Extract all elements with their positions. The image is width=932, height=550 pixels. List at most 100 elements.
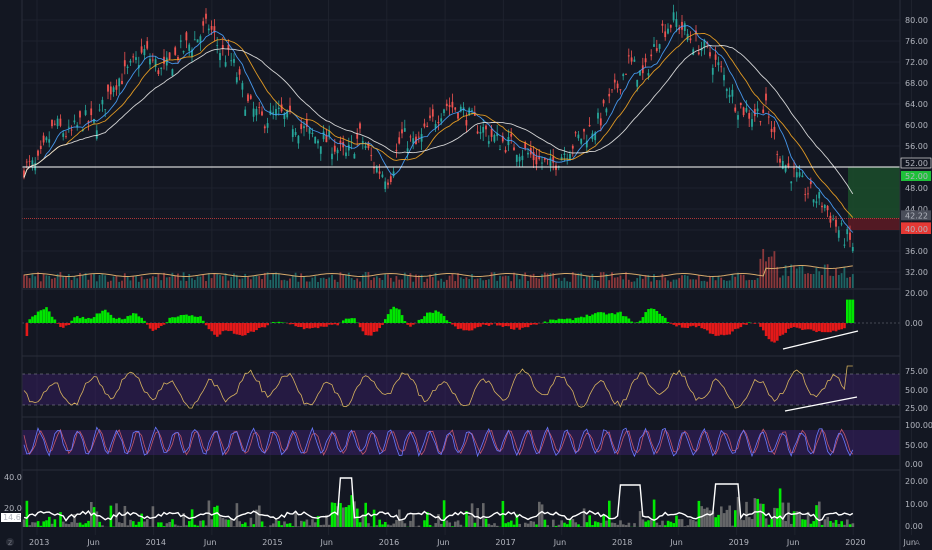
volume-bar — [65, 276, 67, 288]
volume-bar — [485, 280, 487, 288]
vix-hist-bar — [115, 503, 118, 527]
candle-body — [286, 109, 289, 118]
volume-bar — [182, 272, 185, 288]
vix-hist-bar — [168, 521, 171, 527]
stoch-pane[interactable] — [22, 426, 900, 458]
macd-bar — [843, 323, 846, 329]
volume-bar — [706, 281, 709, 288]
volume-bar — [580, 272, 583, 288]
vix-hist-bar — [678, 519, 681, 527]
vix-hist-bar — [448, 522, 451, 527]
candle-body — [577, 134, 580, 139]
candle-body — [541, 162, 543, 164]
candle-body — [23, 170, 25, 178]
candle-body — [230, 60, 233, 62]
volume-bar — [849, 276, 851, 288]
vix-hist-bar — [622, 524, 625, 527]
macd-bar — [608, 313, 611, 323]
candle-body — [294, 132, 297, 135]
volume-bar — [325, 278, 328, 288]
vix-hist-bar — [134, 524, 138, 527]
volume-bar — [224, 273, 227, 288]
vix-hist-bar — [258, 505, 261, 527]
candle-body — [784, 164, 787, 172]
volume-bar — [406, 276, 409, 288]
macd-bar — [616, 312, 619, 323]
macd-bar — [440, 313, 443, 323]
vix-hist-bar — [179, 525, 183, 527]
macd-bar — [605, 314, 608, 323]
candle-body — [193, 39, 196, 41]
vix-left-tag: 14.6 — [3, 513, 21, 522]
macd-bar — [179, 315, 183, 323]
candle-body — [636, 79, 639, 87]
volume-bar — [252, 275, 255, 288]
candle-body — [742, 107, 745, 116]
volume-bar — [28, 278, 31, 288]
macd-bar — [148, 323, 152, 329]
price-tick-label: 80.00 — [905, 16, 928, 25]
macd-bar — [456, 323, 460, 330]
candle-body — [353, 153, 356, 159]
candle-body — [151, 59, 154, 61]
candle-body — [440, 118, 443, 122]
volume-bar — [233, 273, 235, 288]
macd-bar — [112, 317, 115, 323]
macd-bar — [134, 313, 138, 323]
candle-body — [345, 152, 347, 157]
time-axis: 2013 Jun 2014 Jun 2015 Jun 2016 Jun 2017 Jun 2018 J… — [29, 538, 916, 547]
auto-scale-icon[interactable]: A — [915, 539, 920, 547]
macd-bar — [560, 318, 563, 323]
candle-body — [384, 181, 387, 190]
candle-body — [378, 171, 381, 174]
candle-body — [199, 36, 202, 44]
macd-bar — [36, 311, 40, 323]
macd-bar — [476, 323, 479, 328]
macd-bar — [109, 314, 113, 323]
candle-body — [445, 103, 448, 107]
rsi-axis: 75.00 50.00 25.00 — [905, 367, 928, 413]
macd-bar — [151, 323, 155, 331]
candle-body — [837, 230, 840, 238]
macd-pane[interactable] — [22, 299, 900, 350]
vix-hist-bar — [428, 524, 432, 527]
stoch-tick-label: 50.00 — [905, 441, 928, 450]
volume-bar — [700, 281, 703, 288]
vix-hist-bar — [750, 519, 754, 527]
candle-body — [527, 152, 529, 155]
volume-bar — [538, 278, 541, 288]
volume-bar — [319, 278, 322, 288]
price-tag-label: 52.00 — [905, 159, 928, 168]
candle-body — [723, 74, 725, 81]
price-pane[interactable] — [22, 4, 900, 253]
vix-hist-bar — [778, 488, 782, 527]
candle-body — [501, 136, 504, 142]
vix-hist-bar — [235, 503, 239, 527]
macd-bar — [596, 312, 600, 323]
vix-hist-bar — [633, 523, 636, 527]
volume-bar — [137, 281, 140, 288]
candle-body — [653, 44, 655, 47]
volume-bar — [667, 280, 669, 288]
vix-hist-bar — [843, 524, 846, 527]
vix-hist-bar — [577, 524, 580, 527]
macd-bar — [384, 319, 387, 323]
macd-bar — [347, 318, 351, 323]
candle-body — [490, 128, 493, 137]
volume-bar — [468, 279, 471, 288]
candle-body — [807, 193, 809, 195]
candle-body — [779, 158, 781, 163]
macd-bar — [568, 318, 572, 323]
volume-bar — [793, 266, 795, 288]
candle-body — [639, 70, 641, 76]
candle-body — [510, 133, 513, 137]
macd-bar — [462, 323, 465, 331]
rsi-pane[interactable] — [22, 365, 900, 412]
vix-hist-bar — [535, 524, 538, 527]
vix-hist-bar — [84, 523, 87, 527]
volume-bar — [681, 275, 683, 288]
vix-pane[interactable] — [22, 477, 855, 527]
vix-hist-bar — [73, 514, 76, 527]
volume-bar — [851, 274, 854, 288]
